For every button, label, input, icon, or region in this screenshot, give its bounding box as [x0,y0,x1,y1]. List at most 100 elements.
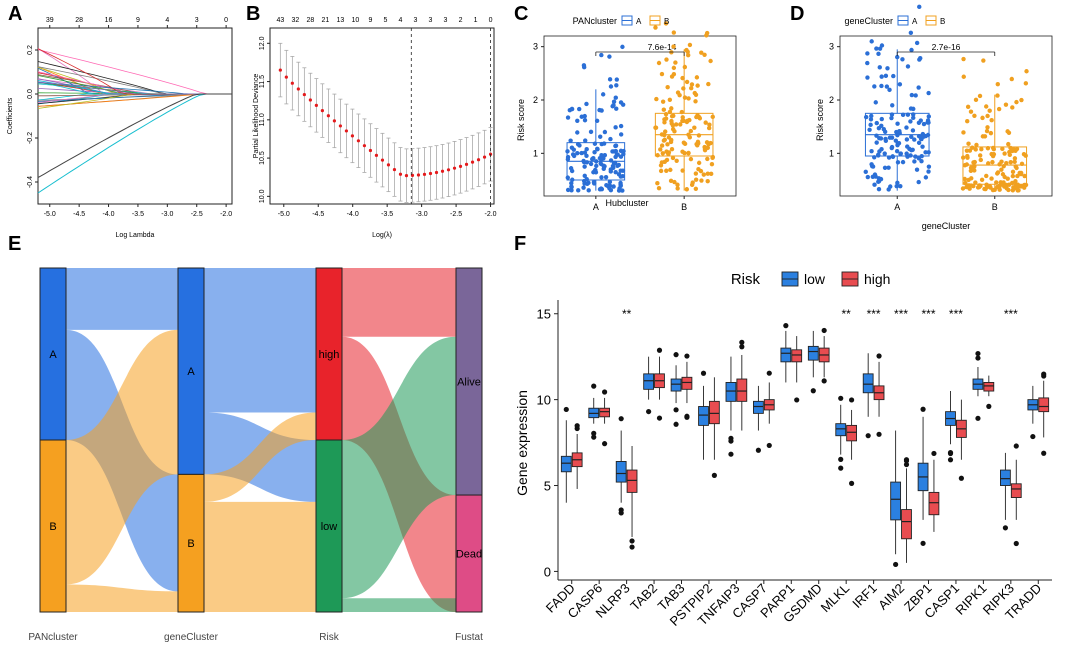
panel-d-point [965,153,970,159]
panel-c-point [680,168,685,173]
panel-c-point [664,168,669,173]
panel-c-point [581,63,587,68]
panel-d-point [988,130,994,136]
panel-letter-d: D [790,3,804,25]
panel-d-point [977,153,983,158]
panel-f-box [736,378,748,402]
panel-d-point [881,127,887,132]
panel-f-outlier [563,406,569,413]
panel-d-point [985,146,991,151]
panel-d-point [874,120,879,126]
panel-c-point [599,108,604,113]
panel-a-ytick-label: 0.0 [27,89,34,99]
panel-d-point [997,187,1002,192]
panel-b-top-tick-label: 3 [414,17,418,24]
panel-f-box [615,461,627,483]
panel-a-xtick-label: -2.5 [191,211,203,218]
panel-d-point [1022,173,1027,179]
panel-f-outlier [700,370,707,376]
panel-d-point [872,172,878,177]
panel-b-xlabel: Log(λ) [372,232,392,239]
panel-f-outlier [849,397,855,403]
panel-d-point [1018,171,1024,177]
panel-b-top-tick-label: 2 [459,17,463,24]
panel-d-point [909,134,914,140]
panel-c-point [686,150,691,156]
panel-d-point [895,54,900,60]
panel-c-point [678,122,683,127]
panel-d-point [904,151,909,156]
panel-b-point [296,87,300,91]
panel-d-point [985,125,990,130]
panel-d-point [865,75,870,80]
panel-d-point [874,140,879,145]
panel-c-point [618,174,624,179]
panel-c-point [658,163,664,168]
panel-f-outlier [920,406,926,412]
panel-d-ytick-label: 1 [829,148,834,158]
panel-c-point [582,118,588,123]
panel-b-point [434,170,439,175]
panel-f-outlier [1002,525,1008,531]
panel-c-point [581,185,586,190]
panel-d-point [916,140,922,146]
panel-b-point [314,103,318,107]
panel-c-point [664,57,669,62]
panel-c-xlabel: Hubcluster [605,198,648,208]
panel-b-point [428,171,433,176]
panel-d-point [990,187,996,193]
panel-d-point [995,81,1000,87]
panel-d-point [982,134,988,139]
panel-d-legend-title: geneCluster [844,16,893,26]
panel-c-ylabel: Risk score [516,99,526,141]
panel-d-point [1015,173,1020,179]
panel-c-point [699,178,704,183]
panel-d-point [909,92,915,98]
panel-c-point [582,113,587,119]
panel-d-point [904,125,909,130]
panel-f-box [983,382,995,392]
panel-c-point [684,79,690,85]
panel-f-box [846,424,857,442]
panel-c-point [670,155,676,161]
panel-d-point [879,74,884,79]
panel-c-point [695,143,700,148]
panel-d-point [972,113,977,118]
panel-d-point [926,90,931,96]
panel-d-point [872,182,877,187]
panel-f-grouped-boxplot: Risk Gene expression 051015FADDCASP6NLRP… [514,271,1052,629]
panel-d-point [872,84,877,89]
panel-d-point [972,159,977,165]
panel-f-box [901,509,912,540]
panel-d-point [977,93,983,99]
panel-f-outlier [673,421,679,427]
panel-d-point [1023,81,1029,86]
panel-d-point [900,112,906,118]
panel-c-point [598,134,603,139]
panel-c-point [666,135,672,140]
panel-d-point [908,30,914,36]
panel-f-outlier [618,510,624,516]
panel-c-point [689,82,695,87]
panel-d-point [889,145,894,151]
panel-c-point [679,109,685,115]
panel-e-flow [204,268,316,413]
panel-d-point [863,114,869,120]
panel-a-top-tick-label: 0 [224,17,228,24]
panel-c-point [668,178,674,184]
panel-c-point [693,99,698,104]
panel-d-point [920,131,926,137]
panel-c-point [660,99,666,104]
panel-c-point [593,168,598,173]
panel-d-point [865,174,871,180]
panel-b-top-tick-label: 21 [321,17,329,24]
panel-f-outlier [591,430,597,436]
panel-f-outlier [602,441,608,447]
panel-d-point [990,159,995,165]
panel-d-point [909,47,914,53]
panel-c-point [689,85,694,91]
panel-d-point [971,183,976,189]
panel-f-outlier [821,378,827,384]
